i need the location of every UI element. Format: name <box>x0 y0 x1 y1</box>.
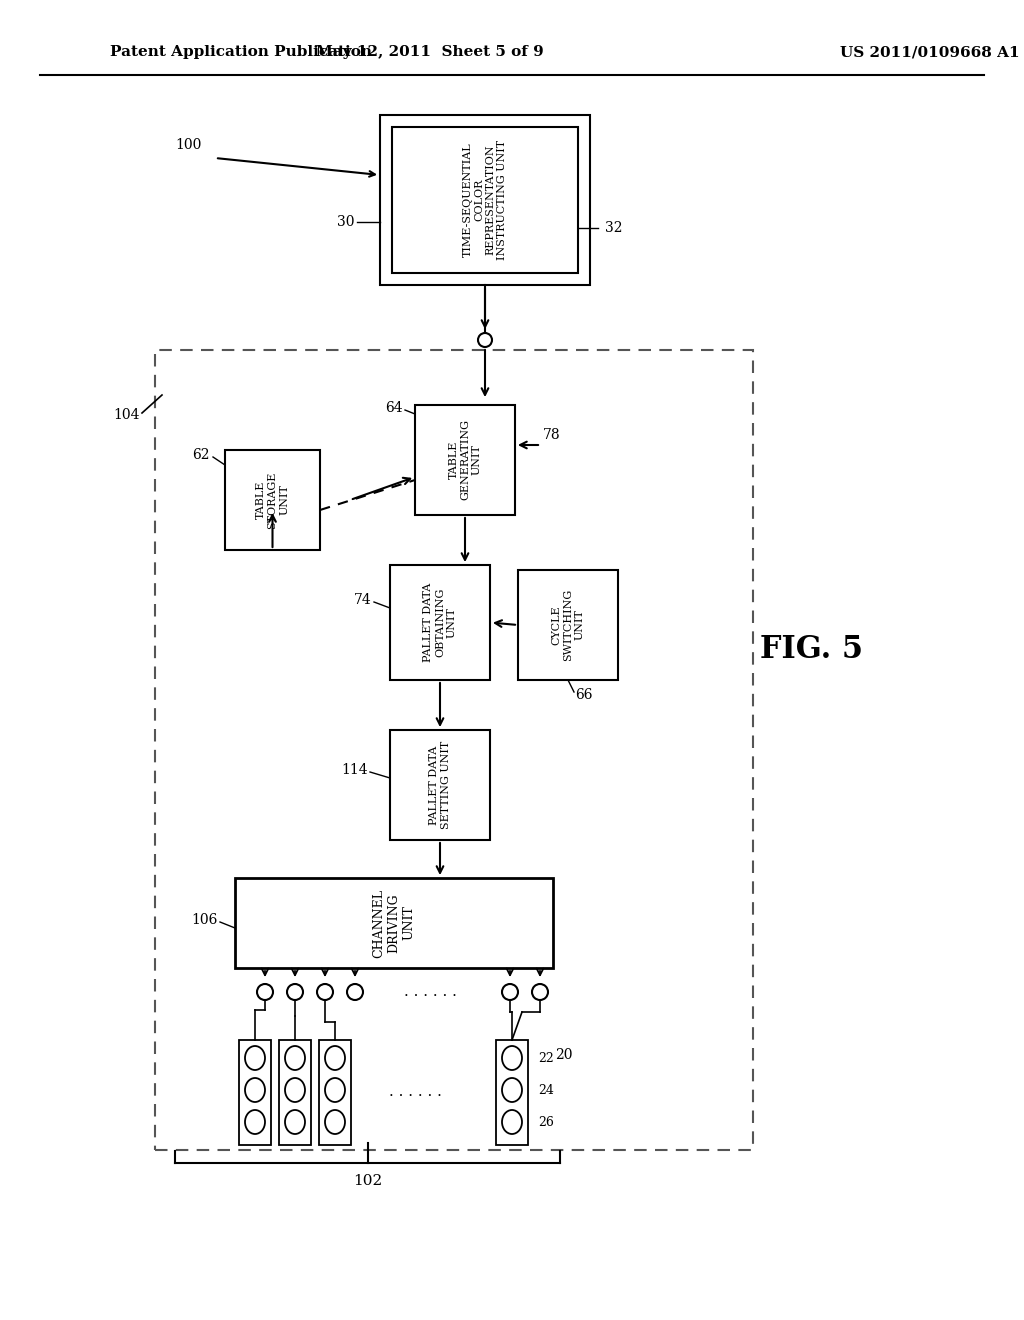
Text: 102: 102 <box>353 1173 382 1188</box>
Text: 106: 106 <box>191 913 218 927</box>
Bar <box>319 1040 351 1144</box>
Ellipse shape <box>502 1045 522 1071</box>
Circle shape <box>347 983 362 1001</box>
Bar <box>234 878 553 968</box>
Bar <box>496 1040 528 1144</box>
Text: May 12, 2011  Sheet 5 of 9: May 12, 2011 Sheet 5 of 9 <box>316 45 544 59</box>
Bar <box>390 730 490 840</box>
Text: 24: 24 <box>538 1084 554 1097</box>
Bar <box>225 450 319 550</box>
Text: TIME-SEQUENTIAL
COLOR
REPRESENTATION
INSTRUCTING UNIT: TIME-SEQUENTIAL COLOR REPRESENTATION INS… <box>463 140 508 260</box>
Text: 74: 74 <box>354 593 372 607</box>
Circle shape <box>317 983 333 1001</box>
Ellipse shape <box>285 1110 305 1134</box>
Text: PALLET DATA
SETTING UNIT: PALLET DATA SETTING UNIT <box>429 741 451 829</box>
Text: 30: 30 <box>338 215 355 228</box>
Ellipse shape <box>325 1110 345 1134</box>
Text: 114: 114 <box>341 763 368 777</box>
Circle shape <box>257 983 273 1001</box>
Bar <box>390 565 490 680</box>
Bar <box>380 115 590 285</box>
Circle shape <box>502 983 518 1001</box>
Circle shape <box>478 333 492 347</box>
Text: Patent Application Publication: Patent Application Publication <box>110 45 372 59</box>
Text: . . . . . .: . . . . . . <box>388 1085 441 1100</box>
Text: 22: 22 <box>538 1052 554 1064</box>
Circle shape <box>532 983 548 1001</box>
Circle shape <box>287 983 303 1001</box>
Text: CYCLE
SWITCHING
UNIT: CYCLE SWITCHING UNIT <box>551 589 585 661</box>
Text: 20: 20 <box>555 1048 572 1063</box>
Text: 32: 32 <box>605 220 623 235</box>
Text: 78: 78 <box>543 428 560 442</box>
Bar <box>415 405 515 515</box>
Text: 62: 62 <box>193 447 210 462</box>
Ellipse shape <box>245 1045 265 1071</box>
Text: 66: 66 <box>575 688 593 702</box>
Ellipse shape <box>502 1078 522 1102</box>
Text: CHANNEL
DRIVING
UNIT: CHANNEL DRIVING UNIT <box>373 888 416 957</box>
Ellipse shape <box>285 1045 305 1071</box>
Text: 104: 104 <box>114 408 140 422</box>
Ellipse shape <box>245 1110 265 1134</box>
Text: US 2011/0109668 A1: US 2011/0109668 A1 <box>840 45 1020 59</box>
Bar <box>155 350 753 1150</box>
Text: . . . . . .: . . . . . . <box>403 985 457 999</box>
Ellipse shape <box>502 1110 522 1134</box>
Text: PALLET DATA
OBTAINING
UNIT: PALLET DATA OBTAINING UNIT <box>423 583 457 663</box>
Text: 64: 64 <box>385 401 403 414</box>
Ellipse shape <box>325 1045 345 1071</box>
Text: TABLE
STORAGE
UNIT: TABLE STORAGE UNIT <box>256 471 289 529</box>
Text: 100: 100 <box>175 139 202 152</box>
Bar <box>279 1040 311 1144</box>
Bar <box>518 570 618 680</box>
Text: 26: 26 <box>538 1115 554 1129</box>
Ellipse shape <box>285 1078 305 1102</box>
Text: FIG. 5: FIG. 5 <box>760 635 863 665</box>
Bar <box>239 1040 271 1144</box>
Ellipse shape <box>325 1078 345 1102</box>
Ellipse shape <box>245 1078 265 1102</box>
Bar <box>392 127 578 273</box>
Text: TABLE
GENERATING
UNIT: TABLE GENERATING UNIT <box>449 420 481 500</box>
